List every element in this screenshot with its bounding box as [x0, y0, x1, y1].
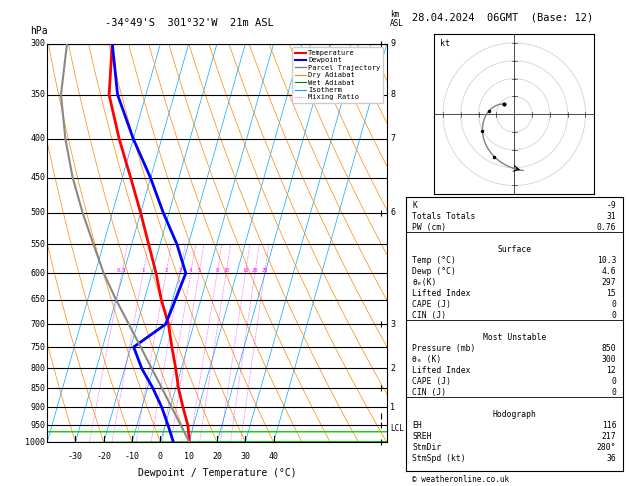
Text: -20: -20	[96, 452, 111, 461]
Text: Hodograph: Hodograph	[493, 410, 536, 418]
Text: 2: 2	[390, 364, 395, 373]
Text: 15: 15	[606, 289, 616, 298]
Text: 40: 40	[269, 452, 279, 461]
Text: hPa: hPa	[30, 26, 48, 36]
Text: 30: 30	[240, 452, 250, 461]
Text: 450: 450	[30, 174, 45, 182]
Text: 10: 10	[184, 452, 194, 461]
Text: SREH: SREH	[412, 432, 431, 441]
Text: 950: 950	[30, 421, 45, 430]
Text: 28.04.2024  06GMT  (Base: 12): 28.04.2024 06GMT (Base: 12)	[412, 12, 593, 22]
Text: 1: 1	[142, 268, 145, 273]
Text: StmSpd (kt): StmSpd (kt)	[412, 453, 466, 463]
Text: 12: 12	[606, 365, 616, 375]
Text: 8: 8	[390, 90, 395, 99]
Text: 300: 300	[30, 39, 45, 48]
Text: 3: 3	[390, 320, 395, 329]
Text: kt: kt	[440, 39, 450, 48]
Text: © weatheronline.co.uk: © weatheronline.co.uk	[412, 474, 509, 484]
Text: -34°49'S  301°32'W  21m ASL: -34°49'S 301°32'W 21m ASL	[106, 18, 274, 28]
Text: 500: 500	[30, 208, 45, 217]
Text: -10: -10	[125, 452, 140, 461]
Text: 16: 16	[242, 268, 248, 273]
Text: 0.76: 0.76	[597, 223, 616, 232]
Text: -30: -30	[68, 452, 83, 461]
Text: CIN (J): CIN (J)	[412, 311, 447, 320]
Text: 31: 31	[606, 212, 616, 221]
Text: 20: 20	[212, 452, 222, 461]
Text: 3: 3	[179, 268, 182, 273]
Text: 280°: 280°	[597, 443, 616, 451]
Text: StmDir: StmDir	[412, 443, 442, 451]
Text: Totals Totals: Totals Totals	[412, 212, 476, 221]
Text: 0.5: 0.5	[117, 268, 126, 273]
Text: 800: 800	[30, 364, 45, 373]
Text: 1: 1	[390, 403, 395, 412]
Text: CAPE (J): CAPE (J)	[412, 377, 451, 386]
Text: PW (cm): PW (cm)	[412, 223, 447, 232]
Text: 10.3: 10.3	[597, 256, 616, 265]
Text: Pressure (mb): Pressure (mb)	[412, 344, 476, 353]
Text: 350: 350	[30, 90, 45, 99]
Text: 0: 0	[611, 300, 616, 309]
Text: θₑ (K): θₑ (K)	[412, 355, 442, 364]
Text: 900: 900	[30, 403, 45, 412]
Text: 650: 650	[30, 295, 45, 304]
Text: 850: 850	[30, 384, 45, 393]
Text: Most Unstable: Most Unstable	[482, 333, 546, 342]
Text: EH: EH	[412, 420, 422, 430]
Legend: Temperature, Dewpoint, Parcel Trajectory, Dry Adiabat, Wet Adiabat, Isotherm, Mi: Temperature, Dewpoint, Parcel Trajectory…	[292, 47, 383, 103]
Text: 6: 6	[390, 208, 395, 217]
Text: 550: 550	[30, 240, 45, 249]
Text: 4.6: 4.6	[601, 267, 616, 276]
Text: θₑ(K): θₑ(K)	[412, 278, 437, 287]
Text: Dewpoint / Temperature (°C): Dewpoint / Temperature (°C)	[138, 468, 296, 478]
Text: -9: -9	[606, 201, 616, 210]
Text: 700: 700	[30, 320, 45, 329]
Text: Lifted Index: Lifted Index	[412, 365, 470, 375]
Text: 750: 750	[30, 343, 45, 351]
Text: 10: 10	[223, 268, 230, 273]
Text: Mixing Ratio (g/kg): Mixing Ratio (g/kg)	[409, 199, 418, 287]
Text: 297: 297	[601, 278, 616, 287]
Text: 20: 20	[252, 268, 259, 273]
Text: CIN (J): CIN (J)	[412, 388, 447, 397]
Text: 850: 850	[601, 344, 616, 353]
Text: K: K	[412, 201, 417, 210]
Text: 0: 0	[611, 311, 616, 320]
Text: 217: 217	[601, 432, 616, 441]
Text: 7: 7	[390, 135, 395, 143]
Text: Lifted Index: Lifted Index	[412, 289, 470, 298]
Text: Temp (°C): Temp (°C)	[412, 256, 456, 265]
Text: 8: 8	[216, 268, 219, 273]
Text: 4: 4	[189, 268, 192, 273]
Text: CAPE (J): CAPE (J)	[412, 300, 451, 309]
Text: 400: 400	[30, 135, 45, 143]
Text: 5: 5	[198, 268, 201, 273]
Text: 0: 0	[611, 377, 616, 386]
Text: Surface: Surface	[497, 245, 532, 254]
Text: 1000: 1000	[26, 438, 45, 447]
Text: 36: 36	[606, 453, 616, 463]
Text: 300: 300	[601, 355, 616, 364]
Text: 116: 116	[601, 420, 616, 430]
Text: km
ASL: km ASL	[390, 10, 404, 28]
Text: 600: 600	[30, 269, 45, 278]
Text: 25: 25	[262, 268, 268, 273]
Text: 0: 0	[158, 452, 163, 461]
Text: 0: 0	[611, 388, 616, 397]
Text: Dewp (°C): Dewp (°C)	[412, 267, 456, 276]
Text: LCL: LCL	[390, 424, 404, 433]
Text: 9: 9	[390, 39, 395, 48]
Text: 2: 2	[164, 268, 168, 273]
